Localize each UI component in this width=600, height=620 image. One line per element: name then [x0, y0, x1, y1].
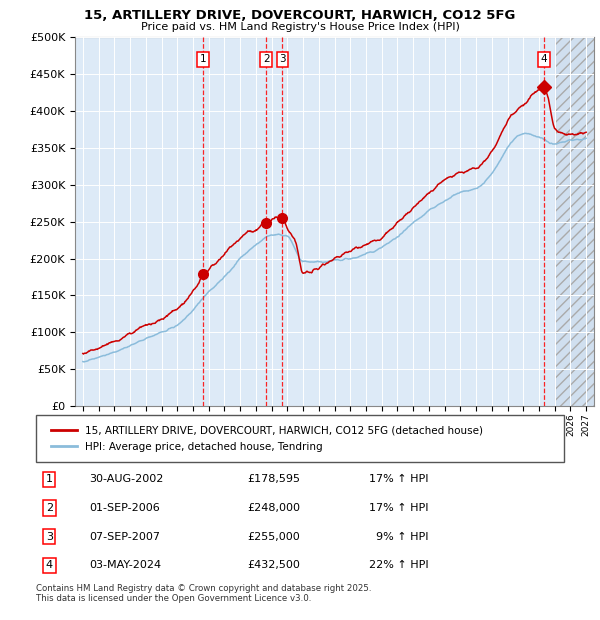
Bar [554, 37, 594, 406]
Text: 4: 4 [541, 55, 547, 64]
Text: £178,595: £178,595 [247, 474, 300, 484]
Text: 3: 3 [279, 55, 286, 64]
Bar [554, 37, 594, 406]
Text: 03-MAY-2024: 03-MAY-2024 [89, 560, 161, 570]
Text: 1: 1 [46, 474, 53, 484]
Text: 01-SEP-2006: 01-SEP-2006 [89, 503, 160, 513]
Text: 30-AUG-2002: 30-AUG-2002 [89, 474, 163, 484]
Text: £248,000: £248,000 [247, 503, 300, 513]
Text: 9% ↑ HPI: 9% ↑ HPI [368, 532, 428, 542]
Text: 07-SEP-2007: 07-SEP-2007 [89, 532, 160, 542]
Text: 17% ↑ HPI: 17% ↑ HPI [368, 503, 428, 513]
Text: 17% ↑ HPI: 17% ↑ HPI [368, 474, 428, 484]
Legend: 15, ARTILLERY DRIVE, DOVERCOURT, HARWICH, CO12 5FG (detached house), HPI: Averag: 15, ARTILLERY DRIVE, DOVERCOURT, HARWICH… [46, 422, 487, 456]
FancyBboxPatch shape [36, 415, 564, 462]
Text: 15, ARTILLERY DRIVE, DOVERCOURT, HARWICH, CO12 5FG: 15, ARTILLERY DRIVE, DOVERCOURT, HARWICH… [85, 9, 515, 22]
Text: £432,500: £432,500 [247, 560, 300, 570]
Text: Contains HM Land Registry data © Crown copyright and database right 2025.
This d: Contains HM Land Registry data © Crown c… [36, 584, 371, 603]
Text: 2: 2 [263, 55, 270, 64]
Text: Price paid vs. HM Land Registry's House Price Index (HPI): Price paid vs. HM Land Registry's House … [140, 22, 460, 32]
Text: 3: 3 [46, 532, 53, 542]
Text: 4: 4 [46, 560, 53, 570]
Text: 1: 1 [200, 55, 206, 64]
Text: £255,000: £255,000 [247, 532, 300, 542]
Text: 22% ↑ HPI: 22% ↑ HPI [368, 560, 428, 570]
Text: 2: 2 [46, 503, 53, 513]
